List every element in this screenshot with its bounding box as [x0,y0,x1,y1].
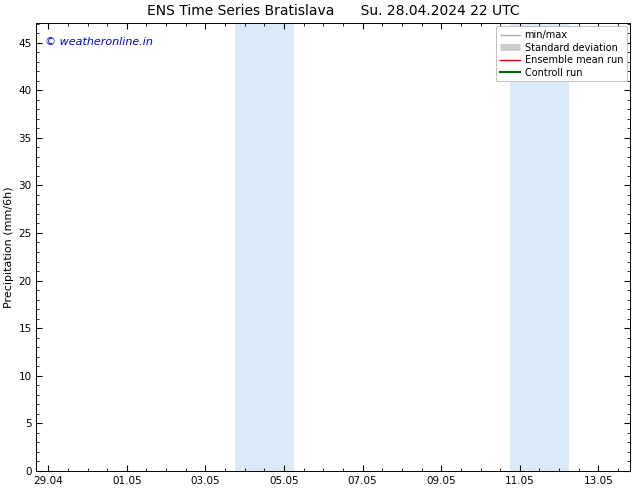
Legend: min/max, Standard deviation, Ensemble mean run, Controll run: min/max, Standard deviation, Ensemble me… [496,26,627,81]
Text: © weatheronline.in: © weatheronline.in [46,37,153,47]
Title: ENS Time Series Bratislava      Su. 28.04.2024 22 UTC: ENS Time Series Bratislava Su. 28.04.202… [147,4,519,18]
Bar [510,24,569,471]
Bar [235,24,294,471]
Y-axis label: Precipitation (mm/6h): Precipitation (mm/6h) [4,186,14,308]
